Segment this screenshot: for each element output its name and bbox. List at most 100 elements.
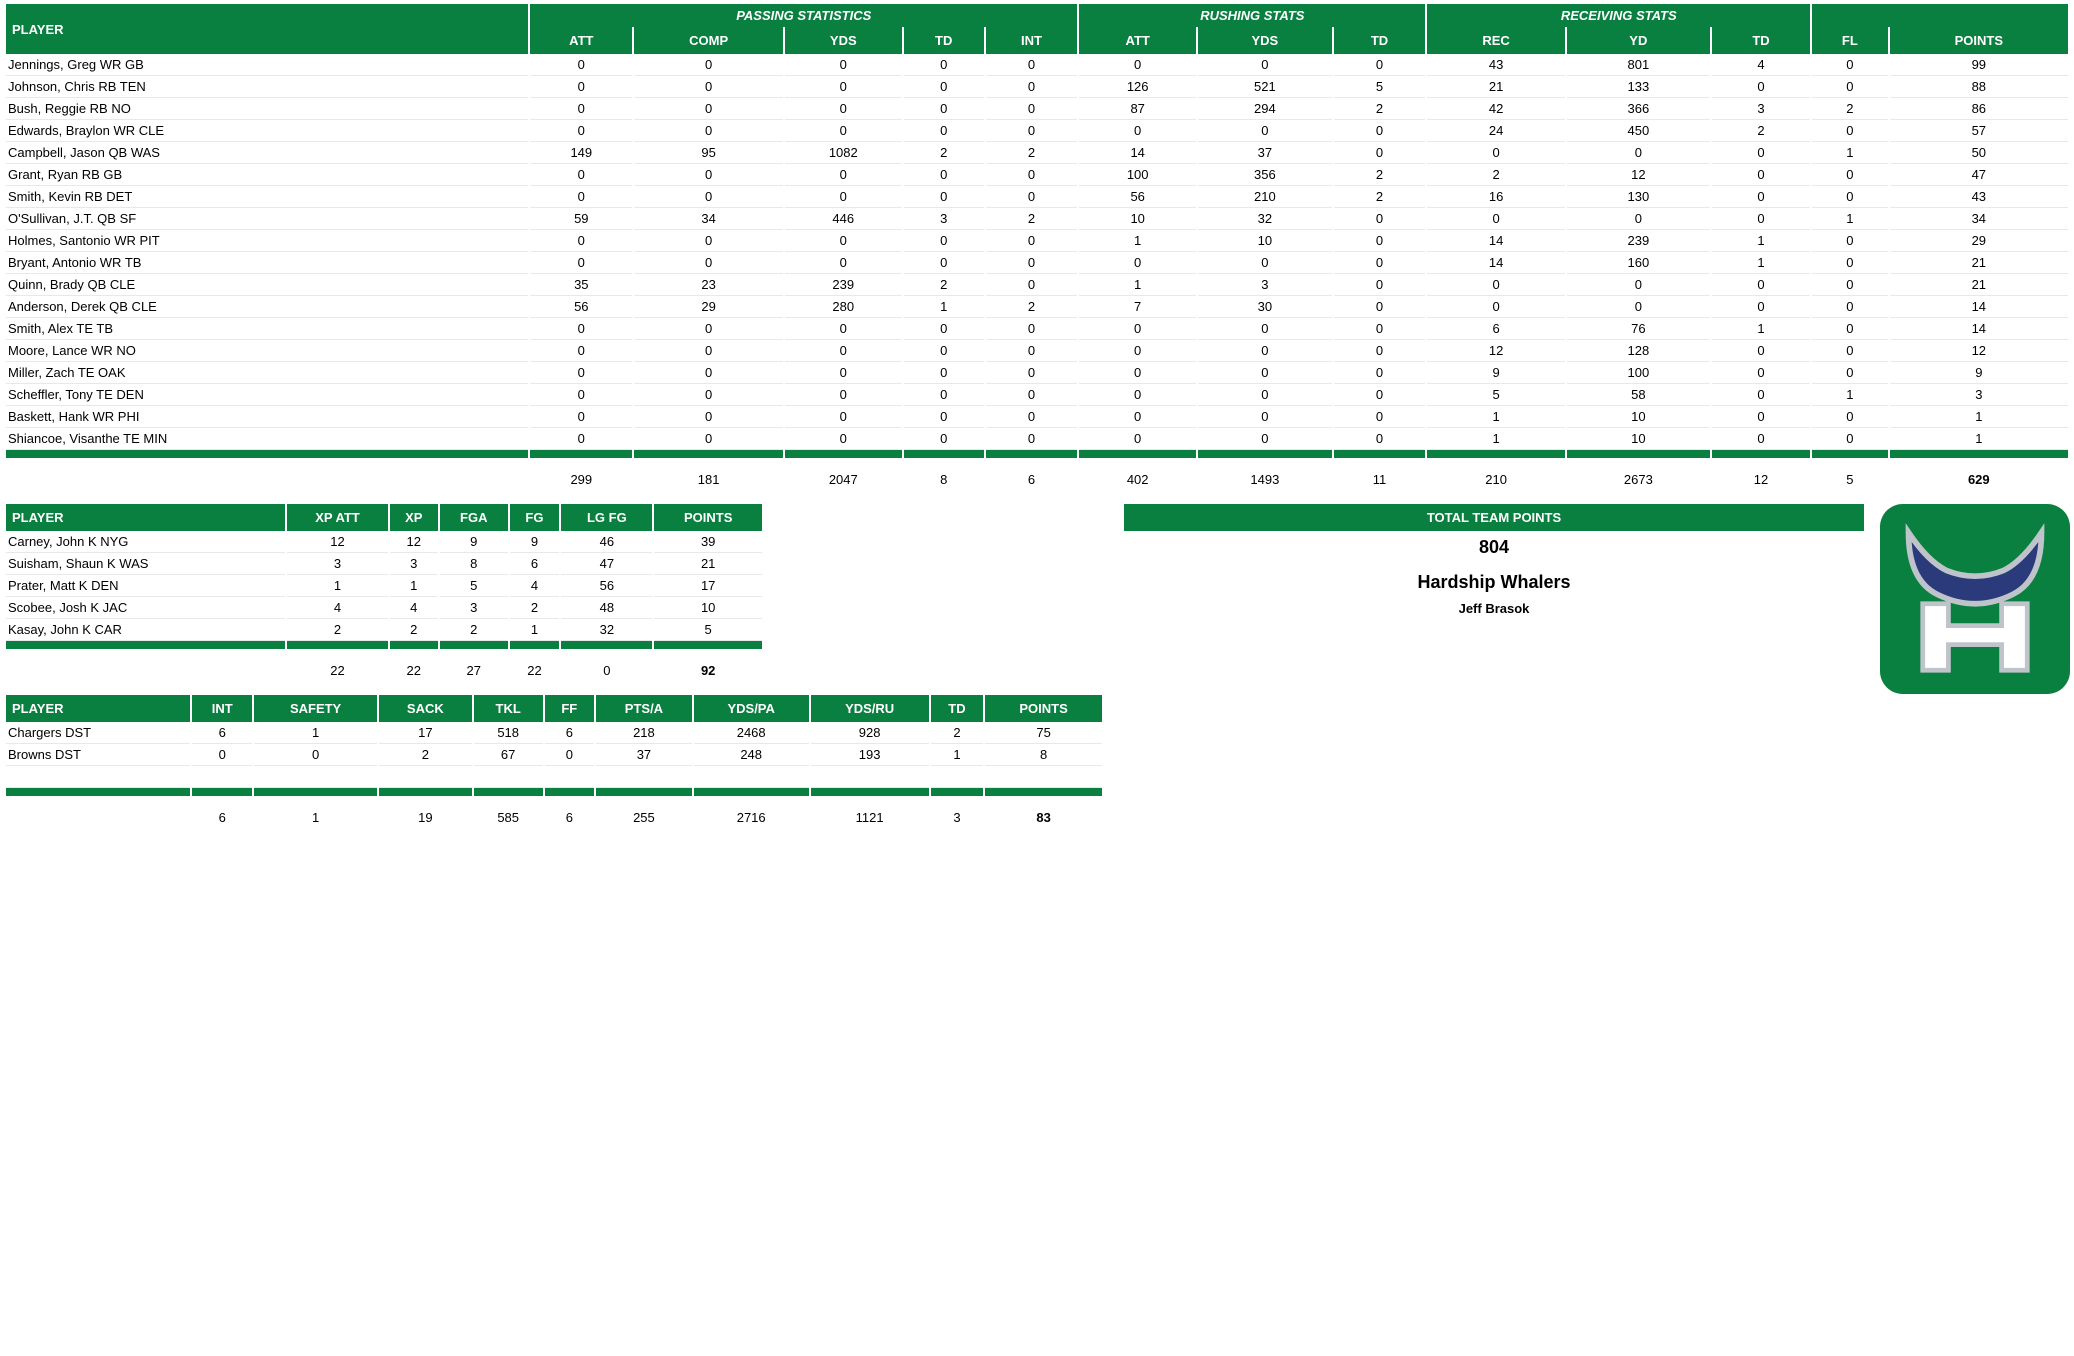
stat-cell: 0: [986, 186, 1078, 208]
stat-cell: 2: [1334, 164, 1426, 186]
stat-cell: 0: [530, 318, 632, 340]
stat-cell: 46: [561, 531, 652, 553]
stat-cell: 0: [1079, 406, 1196, 428]
stat-cell: 100: [1567, 362, 1710, 384]
total-cell: [6, 466, 528, 490]
total-cell: 0: [561, 657, 652, 681]
stat-cell: 0: [1334, 274, 1426, 296]
totals-row: 6119585625527161121383: [6, 804, 1102, 828]
col-header: SAFETY: [254, 695, 377, 722]
stat-cell: 0: [986, 76, 1078, 98]
stat-cell: 5: [654, 619, 762, 641]
stat-cell: 24: [1427, 120, 1564, 142]
total-cell: 6: [192, 804, 252, 828]
stat-cell: 2: [390, 619, 438, 641]
stat-cell: 0: [904, 384, 984, 406]
player-cell: Miller, Zach TE OAK: [6, 362, 528, 384]
stat-cell: 280: [785, 296, 902, 318]
total-cell: 2716: [694, 804, 809, 828]
total-cell: 210: [1427, 466, 1564, 490]
stat-cell: 0: [1427, 142, 1564, 164]
stat-cell: 3: [1712, 98, 1810, 120]
stat-cell: 128: [1567, 340, 1710, 362]
stat-cell: 0: [904, 120, 984, 142]
stat-cell: 0: [634, 362, 783, 384]
stat-cell: 0: [1079, 318, 1196, 340]
stat-cell: 3: [287, 553, 387, 575]
stat-cell: 12: [1427, 340, 1564, 362]
header-player: PLAYER: [6, 4, 528, 54]
player-cell: O'Sullivan, J.T. QB SF: [6, 208, 528, 230]
stat-cell: 4: [390, 597, 438, 619]
stat-cell: 446: [785, 208, 902, 230]
stat-cell: 9: [510, 531, 560, 553]
stat-cell: 47: [561, 553, 652, 575]
stat-cell: 0: [904, 340, 984, 362]
stat-cell: 0: [530, 186, 632, 208]
stat-cell: 0: [634, 384, 783, 406]
col-header: YD: [1567, 27, 1710, 54]
stat-cell: 0: [634, 54, 783, 76]
team-summary: TOTAL TEAM POINTS 804 Hardship Whalers J…: [1124, 504, 1864, 616]
player-cell: Quinn, Brady QB CLE: [6, 274, 528, 296]
offense-table: PLAYER PASSING STATISTICS RUSHING STATS …: [4, 4, 2070, 490]
stat-cell: 88: [1890, 76, 2068, 98]
stat-cell: 0: [530, 384, 632, 406]
stat-cell: 0: [785, 120, 902, 142]
player-cell: Shiancoe, Visanthe TE MIN: [6, 428, 528, 450]
col-header: XP: [390, 504, 438, 531]
stat-cell: 3: [1198, 274, 1332, 296]
stat-cell: 86: [1890, 98, 2068, 120]
total-cell: 1121: [811, 804, 929, 828]
total-cell: 92: [654, 657, 762, 681]
team-title: TOTAL TEAM POINTS: [1124, 504, 1864, 531]
stat-cell: 1: [1712, 230, 1810, 252]
stat-cell: 0: [904, 230, 984, 252]
stat-cell: 67: [474, 744, 543, 766]
stat-cell: 12: [390, 531, 438, 553]
stat-cell: 0: [1812, 186, 1888, 208]
stat-cell: 1: [1890, 428, 2068, 450]
stat-cell: 14: [1890, 296, 2068, 318]
table-row: O'Sullivan, J.T. QB SF593444632103200001…: [6, 208, 2068, 230]
total-cell: 402: [1079, 466, 1196, 490]
player-cell: Smith, Kevin RB DET: [6, 186, 528, 208]
stat-cell: 0: [986, 164, 1078, 186]
total-cell: 22: [510, 657, 560, 681]
table-row: Bryant, Antonio WR TB00000000141601021: [6, 252, 2068, 274]
stat-cell: 12: [1890, 340, 2068, 362]
stat-cell: 0: [1427, 208, 1564, 230]
player-cell: Browns DST: [6, 744, 190, 766]
stat-cell: 130: [1567, 186, 1710, 208]
stat-cell: 2468: [694, 722, 809, 744]
stat-cell: 0: [634, 230, 783, 252]
total-cell: 299: [530, 466, 632, 490]
stat-cell: 0: [634, 340, 783, 362]
stat-cell: 1: [1890, 406, 2068, 428]
stat-cell: 4: [510, 575, 560, 597]
stat-cell: 0: [1812, 362, 1888, 384]
stat-cell: 0: [634, 318, 783, 340]
stat-cell: 0: [1079, 54, 1196, 76]
stat-cell: 47: [1890, 164, 2068, 186]
stat-cell: 0: [986, 362, 1078, 384]
player-cell: Bush, Reggie RB NO: [6, 98, 528, 120]
stat-cell: 0: [1712, 274, 1810, 296]
total-cell: 8: [904, 466, 984, 490]
stat-cell: 0: [1712, 362, 1810, 384]
stat-cell: 1: [1712, 252, 1810, 274]
table-row: Kasay, John K CAR2221325: [6, 619, 762, 641]
player-cell: Johnson, Chris RB TEN: [6, 76, 528, 98]
player-cell: Campbell, Jason QB WAS: [6, 142, 528, 164]
stat-cell: 17: [379, 722, 472, 744]
total-cell: 585: [474, 804, 543, 828]
col-header: INT: [986, 27, 1078, 54]
col-header: FGA: [440, 504, 508, 531]
stat-cell: 6: [545, 722, 594, 744]
stat-cell: 0: [1712, 428, 1810, 450]
col-header: ATT: [530, 27, 632, 54]
player-cell: Kasay, John K CAR: [6, 619, 285, 641]
stat-cell: 0: [1712, 164, 1810, 186]
stat-cell: 2: [1712, 120, 1810, 142]
stat-cell: 14: [1890, 318, 2068, 340]
